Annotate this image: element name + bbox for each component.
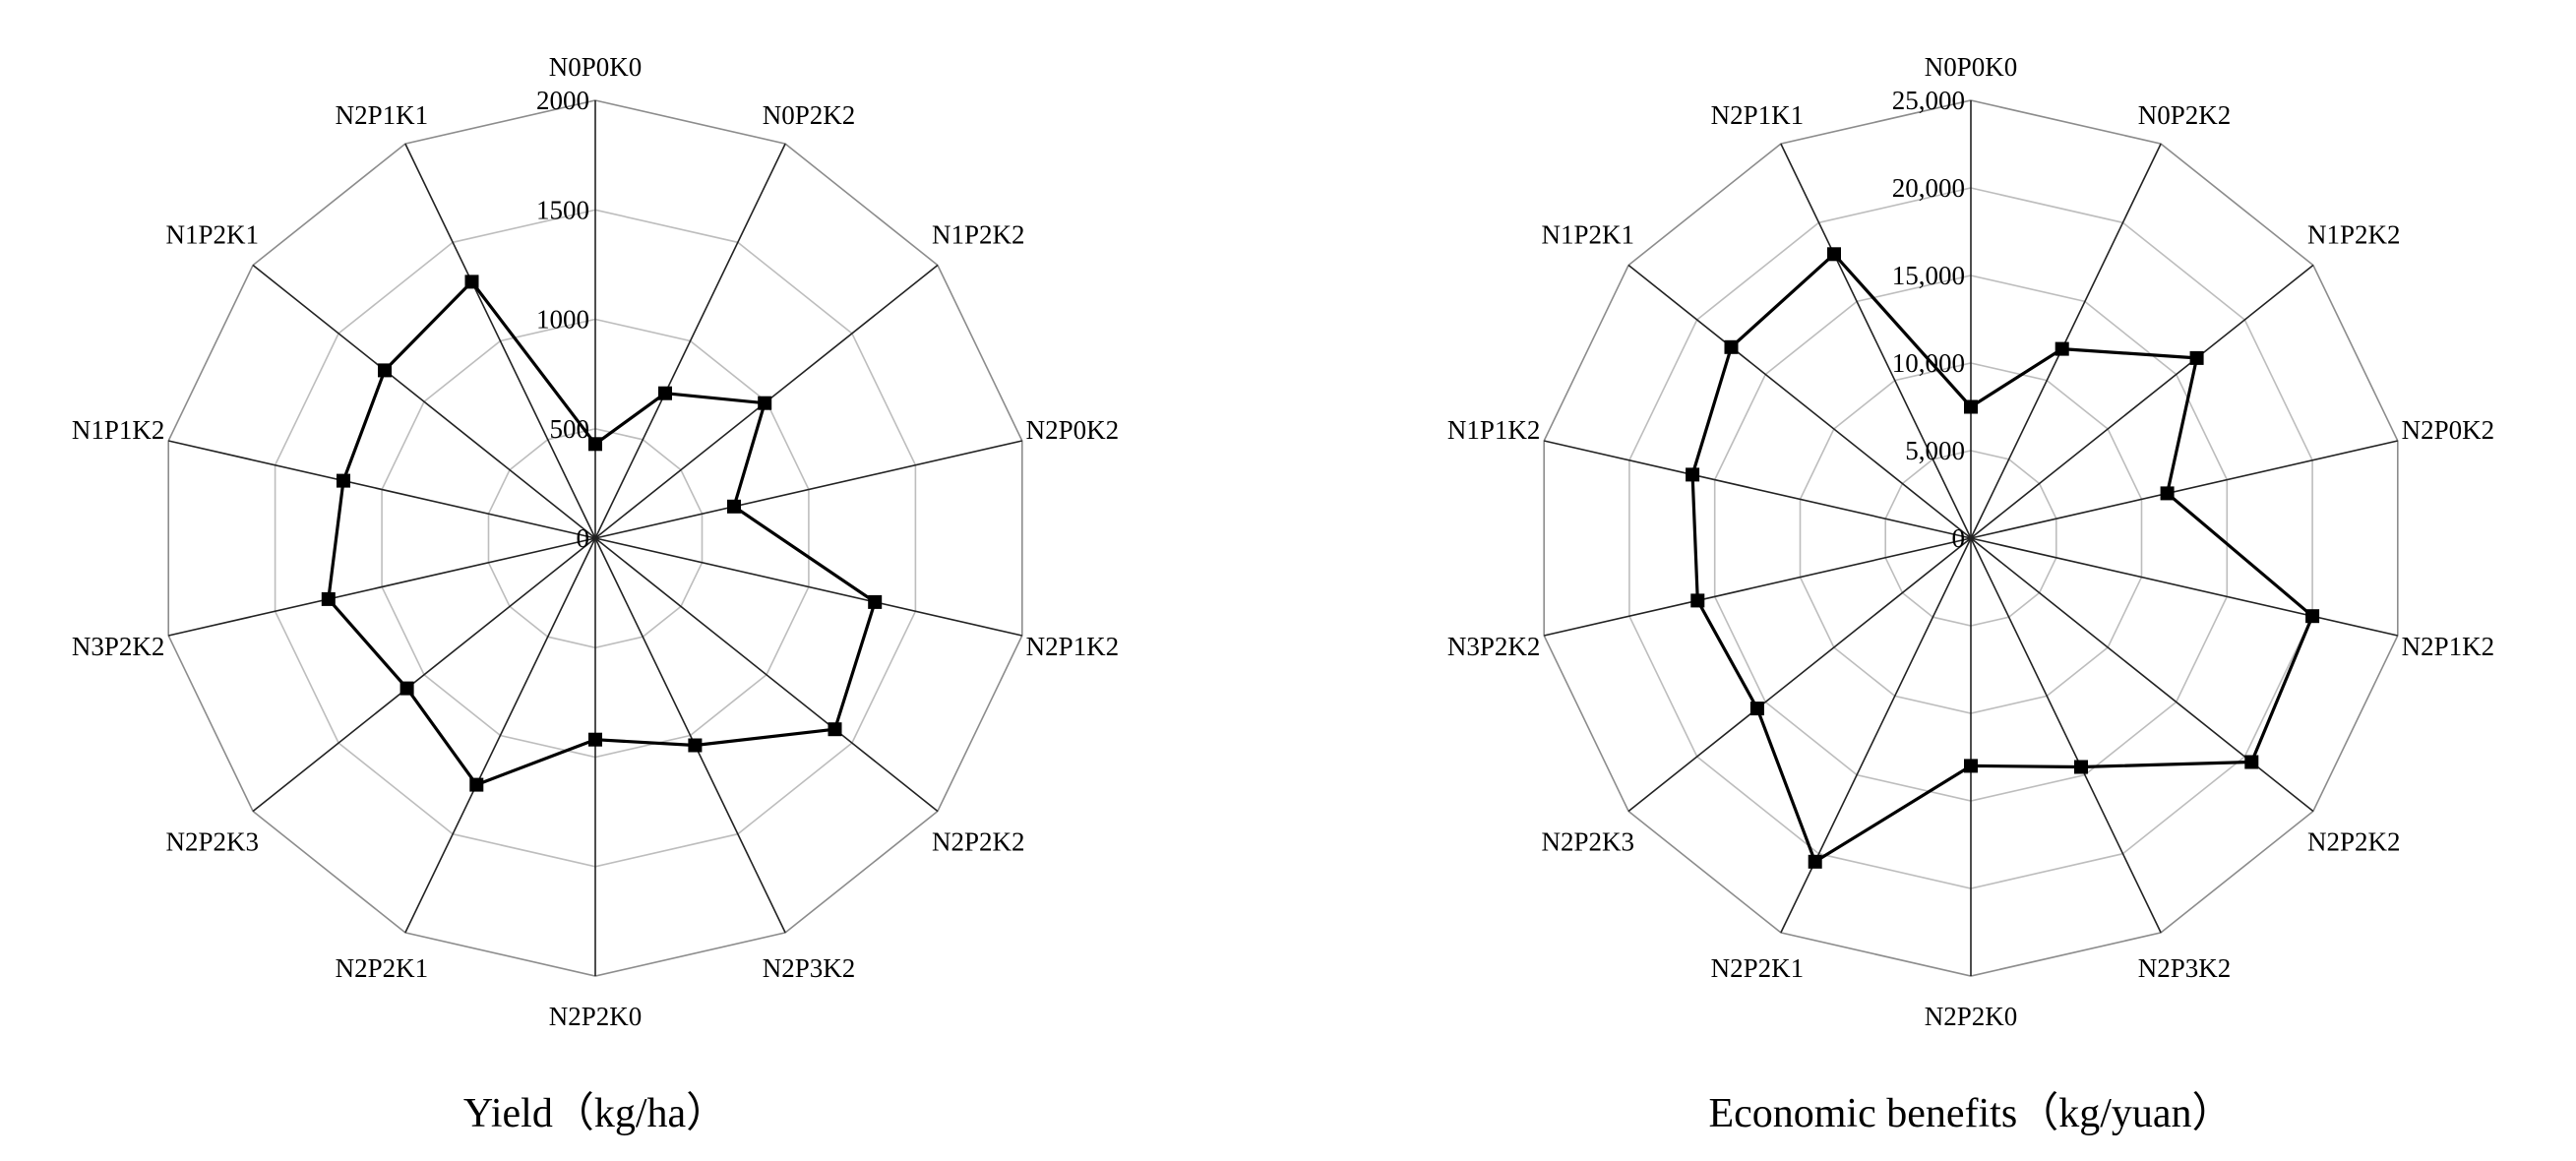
data-point-n0p0k0 xyxy=(588,437,602,452)
category-label-n2p2k0: N2P2K0 xyxy=(549,1002,643,1031)
category-label-n2p0k2: N2P0K2 xyxy=(1026,415,1120,445)
category-label-n1p2k1: N1P2K1 xyxy=(1541,219,1634,249)
data-point-n2p1k2 xyxy=(868,594,883,609)
category-label-n2p2k1: N2P2K1 xyxy=(336,953,429,983)
category-label-n0p0k0: N0P0K0 xyxy=(1925,52,2018,82)
category-label-n2p1k1: N2P1K1 xyxy=(1711,100,1805,130)
spoke-n1p2k1 xyxy=(1627,264,1972,539)
spoke-n0p2k2 xyxy=(594,143,786,539)
data-point-n2p3k2 xyxy=(2074,760,2088,774)
data-point-n2p1k2 xyxy=(2305,609,2320,624)
economic-benefits-chart-title: Economic benefits（kg/yuan） xyxy=(1708,1091,2233,1136)
spoke-n2p1k2 xyxy=(594,537,1022,637)
category-label-n1p2k2: N1P2K2 xyxy=(2307,219,2401,249)
spoke-n2p0k2 xyxy=(1970,440,2398,539)
category-label-n2p1k1: N2P1K1 xyxy=(336,100,429,130)
category-label-n1p1k2: N1P1K2 xyxy=(1447,415,1541,445)
spoke-n2p1k1 xyxy=(1780,143,1972,539)
data-point-n2p1k1 xyxy=(1827,247,1841,262)
data-point-n1p2k1 xyxy=(1724,339,1739,354)
spoke-n1p1k2 xyxy=(1544,440,1972,539)
spoke-n1p2k1 xyxy=(252,264,596,539)
radial-tick-label: 5,000 xyxy=(1905,436,1965,465)
category-label-n2p2k1: N2P2K1 xyxy=(1711,953,1805,983)
data-point-n1p2k1 xyxy=(378,363,392,378)
radial-tick-label: 20,000 xyxy=(1892,173,1965,203)
yield-chart-title: Yield（kg/ha） xyxy=(463,1091,727,1136)
data-point-n2p2k0 xyxy=(1964,759,1978,773)
category-label-n2p2k3: N2P2K3 xyxy=(165,827,259,857)
data-point-n2p2k2 xyxy=(828,722,842,737)
radial-tick-label: 1000 xyxy=(536,305,589,335)
data-point-n2p2k1 xyxy=(1808,854,1822,869)
data-point-n2p2k1 xyxy=(469,777,484,792)
data-point-n0p2k2 xyxy=(658,386,672,400)
economic-series-line xyxy=(1690,252,2314,864)
data-point-n2p0k2 xyxy=(727,499,741,514)
category-label-n2p2k2: N2P2K2 xyxy=(932,827,1025,857)
spoke-n3p2k2 xyxy=(168,537,596,637)
radial-tick-label: 0 xyxy=(577,523,590,553)
category-label-n1p2k1: N1P2K1 xyxy=(165,219,259,249)
data-point-n3p2k2 xyxy=(1690,593,1705,608)
data-point-n2p2k3 xyxy=(399,681,414,696)
spoke-n2p2k2 xyxy=(1970,537,2314,813)
spoke-n2p1k1 xyxy=(404,143,596,539)
spoke-n2p0k2 xyxy=(594,440,1022,539)
category-label-n3p2k2: N3P2K2 xyxy=(72,632,165,661)
data-point-n2p2k3 xyxy=(1749,702,1764,716)
category-label-n2p3k2: N2P3K2 xyxy=(2138,953,2232,983)
category-label-n2p3k2: N2P3K2 xyxy=(763,953,856,983)
spoke-n1p2k2 xyxy=(1970,264,2314,539)
category-label-n2p2k0: N2P2K0 xyxy=(1925,1002,2018,1031)
economic-benefits-radar-chart: 0 5,000 10,000 15,000 20,000 25,000 N0P0K0 N0P… xyxy=(1447,52,2494,1136)
data-point-n2p2k2 xyxy=(2244,755,2259,769)
radial-tick-label: 1500 xyxy=(536,195,589,224)
data-point-n2p0k2 xyxy=(2160,486,2175,501)
data-point-n1p2k2 xyxy=(2189,350,2204,365)
radial-tick-label: 0 xyxy=(1952,523,1966,553)
spoke-n2p1k2 xyxy=(1970,537,2398,637)
data-point-n2p1k1 xyxy=(464,275,479,289)
category-label-n3p2k2: N3P2K2 xyxy=(1447,632,1541,661)
data-point-n2p3k2 xyxy=(688,738,703,753)
spoke-n2p2k1 xyxy=(404,537,596,934)
data-point-n1p2k2 xyxy=(758,396,772,410)
radial-tick-label: 25,000 xyxy=(1892,86,1965,115)
radial-tick-label: 15,000 xyxy=(1892,261,1965,290)
category-label-n2p2k2: N2P2K2 xyxy=(2307,827,2401,857)
spoke-n2p2k3 xyxy=(1627,537,1972,813)
spoke-n2p3k2 xyxy=(594,537,786,934)
data-point-n1p1k2 xyxy=(337,473,350,488)
spoke-n2p3k2 xyxy=(1970,537,2162,934)
spoke-n3p2k2 xyxy=(1544,537,1972,637)
data-point-n0p2k2 xyxy=(2055,341,2069,356)
category-label-n2p1k2: N2P1K2 xyxy=(2402,632,2495,661)
category-label-n0p2k2: N0P2K2 xyxy=(2138,100,2232,130)
spoke-n1p1k2 xyxy=(168,440,596,539)
spoke-n0p2k2 xyxy=(1970,143,2162,539)
category-label-n0p0k0: N0P0K0 xyxy=(549,52,643,82)
data-point-n0p0k0 xyxy=(1964,399,1978,414)
category-label-n2p1k2: N2P1K2 xyxy=(1026,632,1120,661)
radial-tick-label: 2000 xyxy=(536,86,589,115)
category-label-n1p2k2: N1P2K2 xyxy=(932,219,1025,249)
radial-tick-label: 10,000 xyxy=(1892,348,1965,378)
category-label-n0p2k2: N0P2K2 xyxy=(763,100,856,130)
data-point-n1p1k2 xyxy=(1686,467,1700,482)
spoke-n2p2k2 xyxy=(594,537,939,813)
data-point-n2p2k0 xyxy=(588,732,602,747)
category-label-n1p1k2: N1P1K2 xyxy=(72,415,165,445)
spoke-n2p2k3 xyxy=(252,537,596,813)
category-label-n2p2k3: N2P2K3 xyxy=(1541,827,1634,857)
category-label-n2p0k2: N2P0K2 xyxy=(2402,415,2495,445)
data-point-n3p2k2 xyxy=(321,591,336,606)
